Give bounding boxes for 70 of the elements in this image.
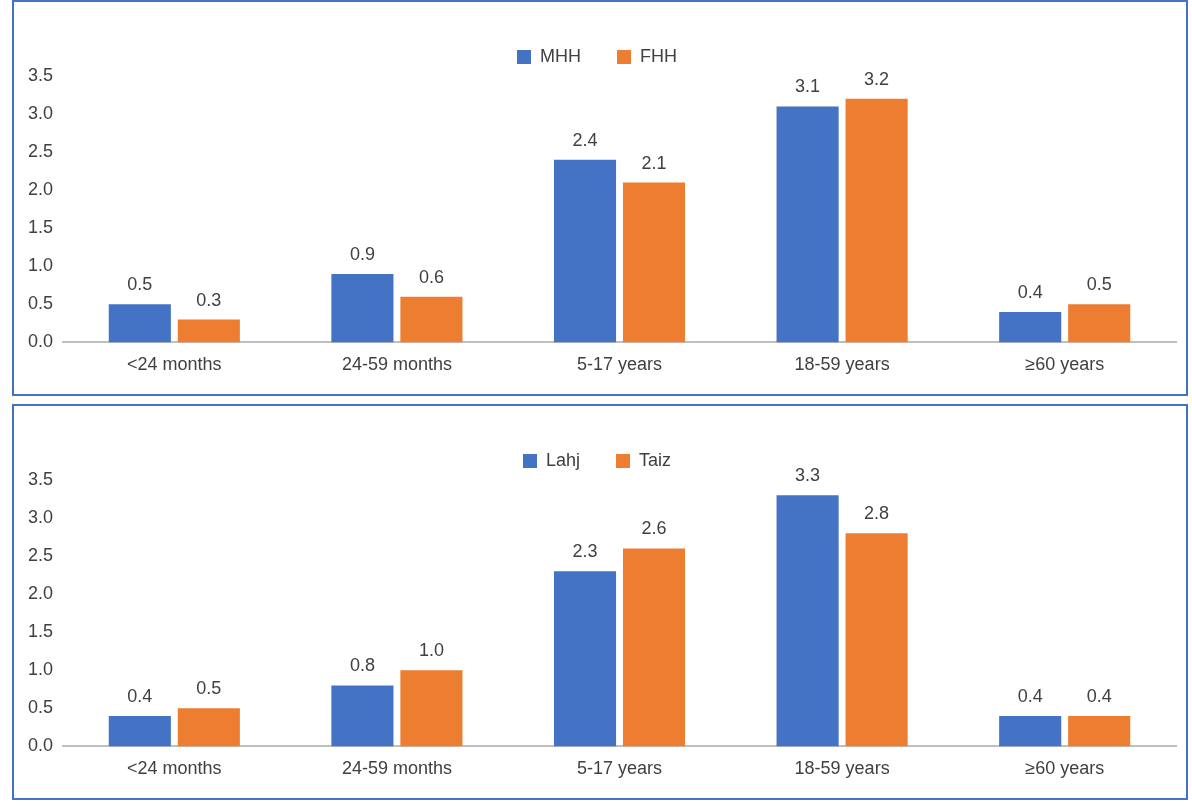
bar (108, 304, 171, 343)
x-tick-label: <24 months (127, 354, 222, 375)
y-tick-label: 0.0 (27, 735, 54, 756)
x-tick-label: 5-17 years (576, 758, 663, 779)
x-tick-label: 5-17 years (576, 354, 663, 375)
y-tick-label: 1.0 (27, 255, 54, 276)
data-label: 2.3 (572, 541, 598, 562)
data-label: 1.0 (418, 640, 444, 661)
x-tick-label: <24 months (127, 758, 222, 779)
bar (622, 548, 686, 747)
y-tick-label: 0.5 (27, 697, 54, 718)
y-tick-label: 2.0 (27, 179, 54, 200)
data-label: 0.3 (196, 289, 222, 310)
bar (622, 182, 686, 343)
bar (108, 715, 171, 747)
data-label: 0.4 (127, 685, 153, 706)
legend-label: Lahj (545, 449, 581, 470)
bar (177, 708, 240, 747)
bar (776, 495, 839, 747)
y-tick-label: 3.5 (27, 468, 54, 489)
y-tick-label: 3.0 (27, 103, 54, 124)
y-tick-label: 3.5 (27, 64, 54, 85)
bar (999, 311, 1062, 343)
data-label: 3.1 (795, 76, 821, 97)
bar (776, 106, 839, 343)
data-label: 2.8 (864, 503, 890, 524)
bar (177, 319, 240, 343)
y-tick-label: 1.5 (27, 621, 54, 642)
x-tick-label: 18-59 years (794, 354, 890, 375)
legend-label: Taiz (639, 449, 672, 470)
y-tick-label: 3.0 (27, 507, 54, 528)
data-label: 2.6 (641, 518, 667, 539)
bar (999, 715, 1062, 747)
bar (1068, 715, 1131, 747)
data-label: 0.4 (1086, 685, 1112, 706)
data-label: 0.8 (349, 655, 375, 676)
data-label: 0.6 (418, 266, 444, 287)
data-label: 3.2 (864, 68, 890, 89)
data-label: 2.4 (572, 129, 598, 150)
data-label: 0.5 (127, 274, 153, 295)
y-tick-label: 1.5 (27, 217, 54, 238)
data-label: 0.4 (1017, 685, 1043, 706)
x-tick-label: 18-59 years (794, 758, 890, 779)
bar (331, 273, 394, 343)
y-tick-label: 2.5 (27, 141, 54, 162)
bar (553, 571, 617, 747)
y-tick-label: 2.5 (27, 545, 54, 566)
y-tick-label: 0.5 (27, 293, 54, 314)
data-label: 0.9 (349, 243, 375, 264)
y-tick-label: 0.0 (27, 331, 54, 352)
x-tick-label: 24-59 months (341, 758, 452, 779)
x-tick-label: 24-59 months (341, 354, 452, 375)
bar (1068, 304, 1131, 343)
legend-label: FHH (640, 45, 677, 66)
bar (400, 670, 463, 747)
y-tick-label: 1.0 (27, 659, 54, 680)
bar (845, 533, 908, 747)
y-tick-label: 2.0 (27, 583, 54, 604)
data-label: 3.3 (795, 465, 821, 486)
x-tick-label: ≥60 years (1025, 758, 1105, 779)
data-label: 2.1 (641, 152, 667, 173)
x-tick-label: ≥60 years (1025, 354, 1105, 375)
bar (400, 296, 463, 343)
bar (553, 159, 617, 343)
data-label: 0.4 (1017, 281, 1043, 302)
data-label: 0.5 (196, 678, 222, 699)
data-label: 0.5 (1086, 274, 1112, 295)
legend-label: MHH (540, 45, 582, 66)
bar (845, 98, 908, 343)
bar (331, 685, 394, 747)
